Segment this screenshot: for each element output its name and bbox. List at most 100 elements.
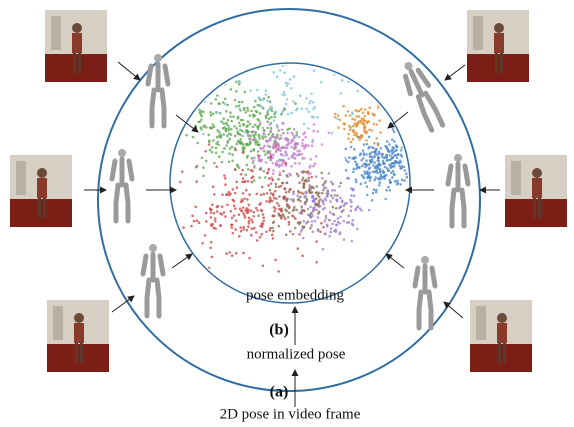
embedding-point: [243, 146, 246, 149]
embedding-point: [295, 131, 298, 134]
embedding-point: [292, 198, 295, 201]
embedding-point: [305, 192, 308, 195]
embedding-point: [249, 114, 252, 117]
embedding-point: [217, 143, 220, 146]
embedding-point: [292, 233, 295, 236]
figure: pose embedding (b) normalized pose (a) 2…: [0, 0, 574, 427]
embedding-point: [207, 134, 210, 137]
video-frame: [505, 155, 567, 227]
embedding-point: [240, 173, 243, 176]
embedding-point: [270, 176, 273, 179]
embedding-point: [250, 209, 253, 212]
embedding-point: [234, 135, 237, 138]
embedding-point: [303, 183, 306, 186]
embedding-point: [389, 181, 392, 184]
embedding-point: [390, 149, 393, 152]
embedding-point: [282, 132, 285, 135]
embedding-point: [382, 157, 385, 160]
embedding-point: [347, 137, 350, 140]
embedding-point: [232, 198, 235, 201]
embedding-point: [375, 137, 378, 140]
embedding-point: [352, 168, 355, 171]
embedding-point: [273, 119, 276, 122]
embedding-point: [258, 203, 261, 206]
embedding-point: [352, 171, 355, 174]
embedding-point: [308, 166, 311, 169]
embedding-point: [239, 142, 242, 145]
embedding-point: [243, 108, 246, 111]
embedding-point: [266, 110, 269, 113]
embedding-point: [333, 220, 336, 223]
embedding-point: [307, 214, 310, 217]
embedding-point: [262, 222, 265, 225]
embedding-point: [267, 145, 270, 148]
embedding-point: [310, 92, 313, 95]
embedding-point: [416, 170, 419, 173]
embedding-point: [287, 216, 290, 219]
embedding-point: [205, 160, 208, 163]
embedding-point: [230, 120, 233, 123]
embedding-point: [364, 181, 367, 184]
embedding-point: [298, 149, 301, 152]
embedding-point: [257, 128, 260, 131]
embedding-point: [256, 89, 259, 92]
embedding-point: [372, 123, 375, 126]
embedding-point: [213, 193, 216, 196]
embedding-point: [275, 186, 278, 189]
embedding-point: [394, 154, 397, 157]
embedding-point: [394, 149, 397, 152]
embedding-point: [242, 192, 245, 195]
embedding-point: [378, 163, 381, 166]
embedding-point: [267, 184, 270, 187]
embedding-point: [293, 206, 296, 209]
embedding-point: [386, 140, 389, 143]
embedding-point: [272, 230, 275, 233]
embedding-point: [366, 172, 369, 175]
embedding-point: [290, 165, 293, 168]
embedding-point: [252, 115, 255, 118]
embedding-point: [248, 257, 251, 260]
embedding-point: [192, 136, 195, 139]
embedding-point: [373, 171, 376, 174]
embedding-point: [238, 213, 241, 216]
embedding-point: [237, 132, 240, 135]
embedding-point: [328, 219, 331, 222]
embedding-point: [218, 131, 221, 134]
embedding-point: [260, 210, 263, 213]
embedding-point: [347, 161, 350, 164]
embedding-point: [298, 153, 301, 156]
embedding-point: [316, 116, 319, 119]
embedding-point: [302, 139, 305, 142]
embedding-point: [274, 207, 277, 210]
embedding-point: [210, 216, 213, 219]
embedding-point: [209, 246, 212, 249]
embedding-point: [281, 162, 284, 165]
embedding-point: [229, 138, 232, 141]
embedding-point: [368, 120, 371, 123]
embedding-point: [301, 225, 304, 228]
embedding-point: [300, 57, 303, 60]
embedding-point: [405, 172, 408, 175]
embedding-point: [311, 220, 314, 223]
embedding-point: [279, 150, 282, 153]
embedding-point: [234, 192, 237, 195]
embedding-point: [331, 132, 334, 135]
embedding-point: [224, 183, 227, 186]
embedding-point: [243, 91, 246, 94]
embedding-point: [263, 129, 266, 132]
embedding-point: [262, 137, 265, 140]
embedding-point: [363, 143, 366, 146]
embedding-point: [300, 153, 303, 156]
embedding-point: [272, 173, 275, 176]
embedding-point: [280, 217, 283, 220]
embedding-point: [183, 103, 186, 106]
embedding-point: [270, 192, 273, 195]
embedding-point: [247, 109, 250, 112]
embedding-point: [202, 174, 205, 177]
embedding-point: [278, 214, 281, 217]
embedding-point: [379, 170, 382, 173]
embedding-point: [226, 134, 229, 137]
embedding-point: [350, 146, 353, 149]
embedding-point: [238, 81, 241, 84]
embedding-point: [391, 156, 394, 159]
